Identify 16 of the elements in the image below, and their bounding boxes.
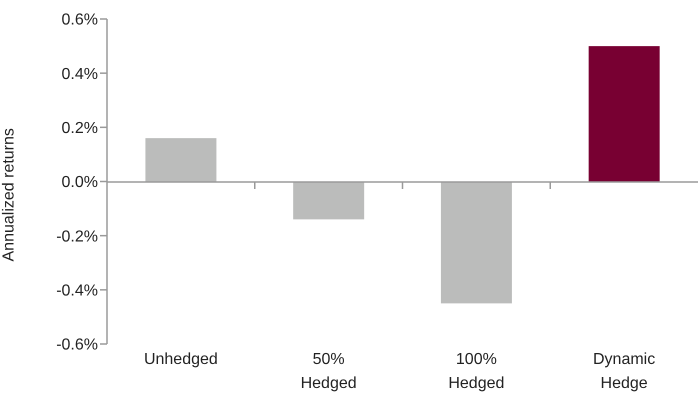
- bar: [440, 182, 512, 304]
- x-tick-label: Dynamic Hedge: [593, 351, 656, 392]
- y-axis-title: Annualized returns: [0, 128, 18, 262]
- bar: [145, 138, 216, 182]
- y-tick-label: 0.2%: [62, 120, 98, 138]
- y-tick-label: 0.0%: [62, 174, 98, 192]
- y-tick-label: -0.2%: [56, 228, 98, 246]
- y-tick-label: -0.4%: [56, 282, 98, 300]
- x-tick-label: Unhedged: [144, 351, 218, 368]
- y-tick-label: -0.6%: [56, 336, 98, 354]
- x-tick-label: 100% Hedged: [448, 351, 504, 392]
- y-tick-label: 0.4%: [62, 66, 98, 83]
- y-tick-label: 0.6%: [62, 12, 98, 29]
- bar: [293, 182, 364, 220]
- x-tick-label: 50% Hedged: [300, 351, 357, 392]
- bar: [588, 46, 660, 182]
